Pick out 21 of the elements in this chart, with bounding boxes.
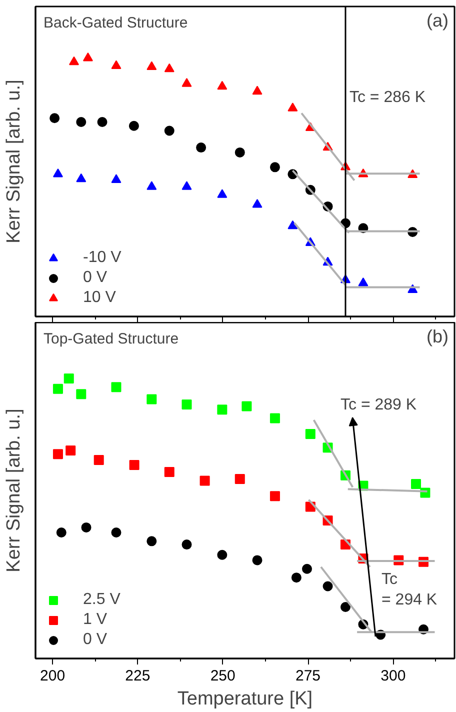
legend-label: 0 V [83,269,108,287]
annotation: Tc = 294 K [382,571,438,608]
x-tick-label: 225 [125,668,150,684]
legend-label: 1 V [83,611,108,629]
y-axis-title: Kerr Signal [arb. u.] [4,408,24,572]
legend-label: 0 V [83,631,108,649]
x-axis-title: Temperature [K] [177,688,313,710]
legend-label: 10 V [83,289,116,307]
x-tick-label: 275 [296,668,321,684]
ref-line-label: Tc = 286 K [349,88,426,106]
x-tick-label: 200 [40,668,66,684]
y-axis-title: Kerr Signal [arb. u.] [4,80,24,244]
chart-title: Back-Gated Structure [44,14,188,32]
legend-label: -10 V [83,249,122,267]
legend-label: 2.5 V [83,591,120,609]
text: (b) [426,326,448,346]
chart-title: Top-Gated Structure [44,330,179,348]
x-tick-label: 250 [210,668,236,684]
annotation: Tc = 289 K [340,396,417,414]
x-tick-label: 300 [380,668,406,684]
text: (a) [426,10,448,30]
